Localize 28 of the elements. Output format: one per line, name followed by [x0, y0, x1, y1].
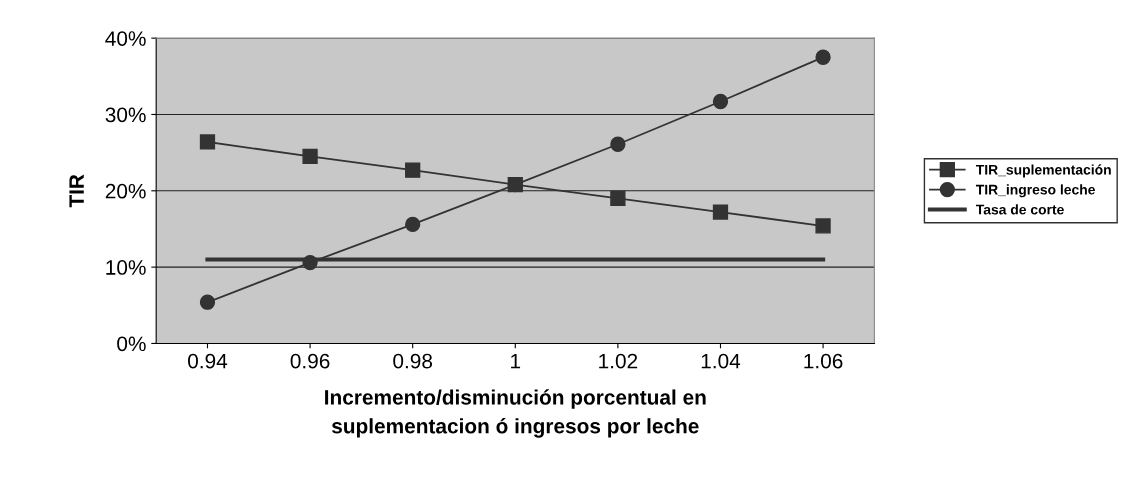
point: [712, 93, 729, 110]
y-tick-label: 20%: [105, 183, 146, 199]
y-tick-label: 10%: [106, 260, 146, 275]
point: [405, 216, 421, 233]
point: [712, 204, 729, 220]
x-tick-label: 0.96: [290, 353, 330, 369]
x-axis-title: Incremento/disminución porcentual en suplementacion ó ingresos por leche: [325, 389, 706, 438]
legend-label: Tasa de corte: [975, 204, 1064, 215]
x-tick-label: 1.06: [804, 353, 843, 369]
legend-label: TIR_suplementación: [975, 164, 1111, 178]
y-axis-title: TIR: [69, 174, 84, 208]
point: [815, 49, 831, 65]
y-tick-label: 40%: [105, 31, 146, 46]
point: [815, 218, 831, 234]
y-tick-label: 0%: [117, 336, 146, 352]
point: [405, 162, 421, 178]
x-tick-label: 1.04: [701, 353, 741, 369]
y-tick-label: 30%: [105, 107, 146, 123]
point: [302, 148, 318, 165]
x-tick-label: 0.94: [188, 353, 228, 369]
legend-label: TIR_ingreso leche: [975, 184, 1095, 198]
point: [199, 134, 216, 150]
point: [610, 190, 626, 207]
x-tick-label: 1.02: [599, 353, 638, 369]
point: [199, 294, 216, 310]
point: [610, 136, 626, 152]
x-tick-label: 1: [511, 353, 521, 369]
x-tick-label: 0.98: [393, 353, 433, 369]
